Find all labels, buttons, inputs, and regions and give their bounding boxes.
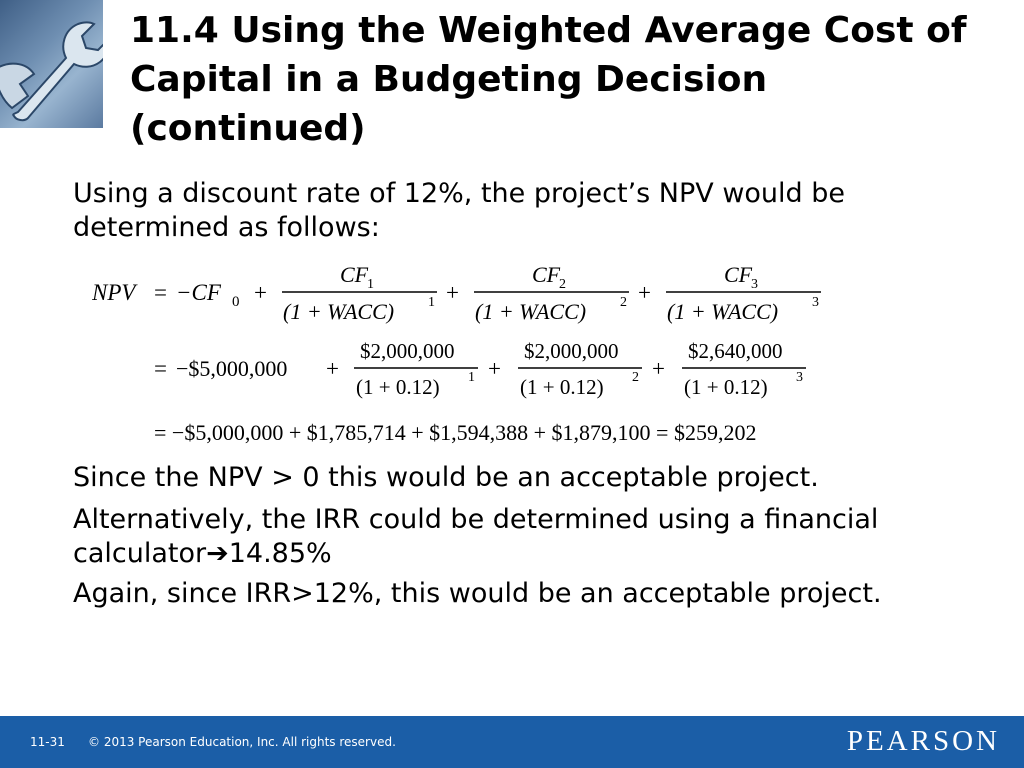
plus-sign: + (488, 356, 501, 381)
footer-bar: 11-31 © 2013 Pearson Education, Inc. All… (0, 716, 1024, 768)
denominator: (1 + WACC) (475, 299, 586, 324)
numerator-subscript: 1 (367, 277, 374, 292)
equals-sign: = (154, 280, 167, 305)
numerator: CF (724, 262, 753, 287)
numerator: $2,640,000 (688, 339, 783, 363)
right-arrow-icon: ➔ (206, 538, 229, 569)
plus-sign: + (446, 280, 459, 305)
irr-value: 14.85% (228, 538, 332, 569)
plus-sign: + (638, 280, 651, 305)
denominator-exponent: 3 (812, 295, 819, 310)
cf0-subscript: 0 (232, 294, 240, 310)
initial-investment: −$5,000,000 (176, 356, 287, 381)
denominator-exponent: 1 (428, 295, 435, 310)
denominator: (1 + 0.12) (356, 375, 440, 399)
statement-npv-positive: Since the NPV > 0 this would be an accep… (73, 462, 819, 493)
plus-sign: + (326, 356, 339, 381)
plus-sign: + (254, 280, 267, 305)
numeric-fraction-1: $2,000,000 (1 + 0.12) 1 (354, 339, 478, 399)
denominator: (1 + WACC) (667, 299, 778, 324)
statement-irr-acceptable: Again, since IRR>12%, this would be an a… (73, 578, 882, 609)
intro-text: Using a discount rate of 12%, the projec… (73, 178, 846, 243)
numeric-fraction-3: $2,640,000 (1 + 0.12) 3 (682, 339, 806, 399)
denominator: (1 + WACC) (283, 299, 394, 324)
fraction-term-3: CF 3 (1 + WACC) 3 (666, 262, 821, 324)
fraction-term-1: CF 1 (1 + WACC) 1 (282, 262, 437, 324)
npv-symbol: NPV (92, 280, 138, 305)
denominator-exponent: 3 (796, 370, 803, 385)
copyright-notice: © 2013 Pearson Education, Inc. All right… (88, 735, 396, 749)
numerator: CF (532, 262, 561, 287)
pearson-logo: PEARSON (846, 725, 1000, 757)
numerator: $2,000,000 (524, 339, 619, 363)
denominator: (1 + 0.12) (520, 375, 604, 399)
numerator: $2,000,000 (360, 339, 455, 363)
statement-irr-text: Alternatively, the IRR could be determin… (73, 504, 879, 569)
npv-equation: NPV = −CF 0 + CF 1 (1 + WACC) 1 + CF 2 (… (92, 258, 932, 448)
equals-sign: = (154, 356, 167, 381)
slide-title: 11.4 Using the Weighted Average Cost of … (130, 10, 967, 149)
cf0-term: −CF (176, 280, 222, 305)
slide-number: 11-31 (30, 735, 65, 749)
numerator: CF (340, 262, 369, 287)
numerator-subscript: 2 (559, 277, 566, 292)
denominator-exponent: 2 (620, 295, 627, 310)
statement-irr: Alternatively, the IRR could be determin… (73, 503, 983, 571)
wrench-icon (0, 0, 103, 128)
numeric-fraction-2: $2,000,000 (1 + 0.12) 2 (518, 339, 642, 399)
denominator-exponent: 1 (468, 370, 475, 385)
denominator-exponent: 2 (632, 370, 639, 385)
numerator-subscript: 3 (751, 277, 758, 292)
npv-result-line: = −$5,000,000 + $1,785,714 + $1,594,388 … (154, 420, 756, 445)
denominator: (1 + 0.12) (684, 375, 768, 399)
plus-sign: + (652, 356, 665, 381)
fraction-term-2: CF 2 (1 + WACC) 2 (474, 262, 629, 324)
